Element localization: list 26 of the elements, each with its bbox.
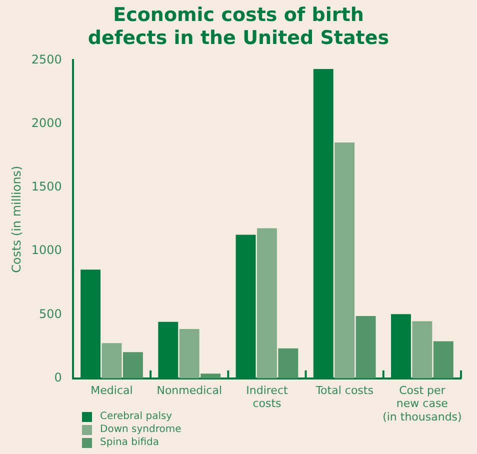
y-tick-label: 2500 xyxy=(31,52,62,66)
y-tick-label: 1500 xyxy=(31,180,62,194)
bar xyxy=(334,142,355,378)
y-tick-label: 2000 xyxy=(31,116,62,130)
bar xyxy=(122,352,143,378)
x-tick-label: Total costs xyxy=(314,384,374,397)
legend-label: Down syndrome xyxy=(100,424,182,435)
y-tick-label: 0 xyxy=(54,370,62,385)
legend-label: Cerebral palsy xyxy=(100,411,172,422)
x-tick-label: Nonmedical xyxy=(156,384,222,397)
legend-label: Spina bifida xyxy=(100,437,160,448)
x-tick-label: Indirect costs xyxy=(246,384,288,410)
y-axis-title: Costs (in millions) xyxy=(9,166,24,273)
y-tick-label: 1000 xyxy=(31,243,62,258)
bar xyxy=(278,348,298,378)
x-tick-label: Medical xyxy=(90,384,133,397)
y-tick-label: 500 xyxy=(39,306,62,321)
bar xyxy=(179,329,200,378)
bar xyxy=(257,228,277,378)
bar xyxy=(102,343,122,378)
bar xyxy=(412,321,432,378)
bar xyxy=(433,341,454,378)
chart-title: Economic costs of birth defects in the United States xyxy=(86,4,390,50)
bar xyxy=(356,316,376,378)
x-tick-label: Cost per new case (in thousands) xyxy=(382,384,462,424)
bar xyxy=(200,374,221,378)
